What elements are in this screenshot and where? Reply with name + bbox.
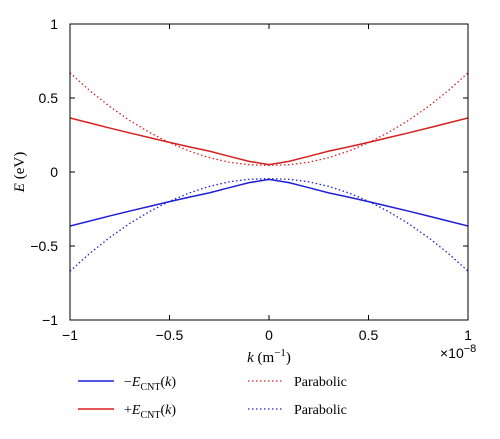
series-line-0	[70, 178, 468, 227]
legend-entry: Parabolic	[248, 403, 347, 418]
legend-label: +ECNT(k)	[124, 403, 176, 421]
y-axis-label: E (eV)	[12, 152, 28, 193]
x-tick-label: 0.5	[359, 327, 379, 343]
y-tick-label: 1	[50, 16, 58, 32]
legend-entry: +ECNT(k)	[78, 403, 176, 421]
x-tick-label: −0.5	[156, 327, 184, 343]
series-line-2	[70, 72, 468, 166]
y-tick-label: 0	[50, 164, 58, 180]
axes-frame	[69, 23, 469, 321]
x-axis-exponent: ×10−8	[440, 343, 476, 361]
axes	[69, 23, 469, 321]
x-tick-label: 0	[265, 327, 273, 343]
legend-entry: −ECNT(k)	[78, 375, 176, 393]
series-line-1	[70, 117, 468, 166]
series-line-3	[70, 178, 468, 272]
legend-label: −ECNT(k)	[124, 375, 176, 393]
legend-entry: Parabolic	[248, 375, 347, 390]
y-tick-label: 0.5	[39, 90, 59, 106]
y-tick-label: −0.5	[30, 238, 58, 254]
y-tick-label: −1	[42, 312, 58, 328]
plot-area	[70, 72, 468, 272]
x-tick-label: 1	[464, 327, 472, 343]
x-axis-label: k (m−1)	[247, 347, 291, 366]
axis-labels: −1 −0.5 0 0.5 1−1−0.500.51×10−8k (m−1)E (eV)	[12, 16, 476, 366]
legend-label: Parabolic	[294, 375, 347, 390]
legend: −ECNT(k) +ECNT(k) Parabolic Parabolic	[78, 375, 347, 421]
legend-label: Parabolic	[294, 403, 347, 418]
x-tick-label: −1	[62, 327, 78, 343]
